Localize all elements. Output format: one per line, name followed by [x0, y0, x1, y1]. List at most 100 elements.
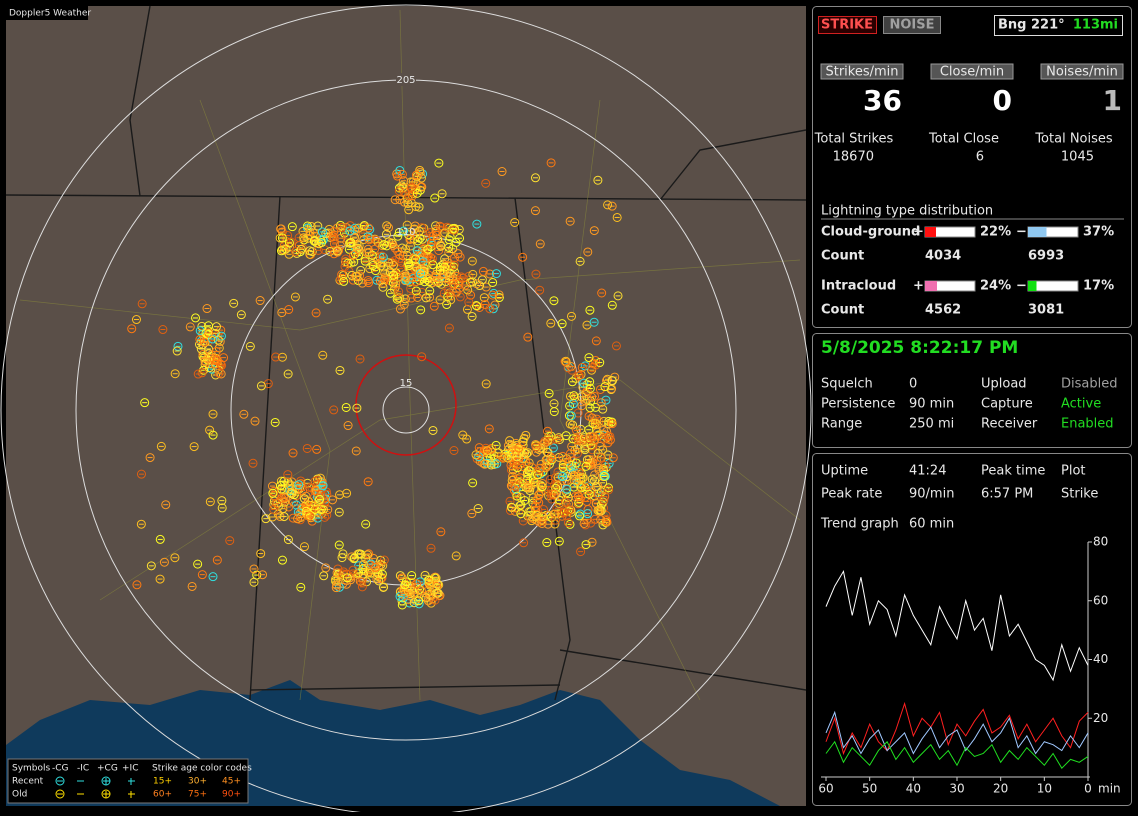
strike-symbol	[191, 313, 201, 323]
strike-symbol	[378, 582, 388, 592]
strike-symbol	[407, 571, 417, 581]
strike-symbol	[538, 512, 548, 522]
strike-symbol	[491, 269, 501, 279]
strike-symbol	[444, 235, 454, 245]
strike-symbol	[399, 300, 409, 310]
strike-symbol	[480, 459, 490, 469]
strike-symbol	[419, 266, 429, 276]
strike-symbol	[309, 236, 319, 246]
y-tick-label: 40	[1093, 652, 1108, 666]
strike-symbol	[589, 432, 599, 442]
datetime: 5/8/2025 8:22:17 PM	[821, 338, 1018, 358]
strike-symbol	[586, 518, 596, 528]
legend-col: +CG	[97, 764, 118, 774]
strike-symbol	[323, 294, 333, 304]
strike-symbol	[551, 515, 561, 525]
stat: Plot	[1061, 464, 1086, 479]
panel	[812, 6, 1132, 328]
strike-symbol	[425, 292, 435, 302]
strike-symbol	[332, 246, 342, 256]
strike-symbol	[531, 442, 541, 452]
strike-symbol	[582, 455, 592, 465]
strike-symbol	[574, 473, 584, 483]
strike-symbol	[217, 503, 227, 513]
strike-symbol	[136, 469, 146, 479]
strike-symbol	[607, 419, 617, 429]
strike-symbol	[345, 238, 355, 248]
strike-symbol	[596, 515, 606, 525]
strike-button[interactable]	[818, 16, 877, 34]
strike-symbol	[601, 395, 611, 405]
strike-symbol	[414, 202, 424, 212]
strike-symbol	[291, 491, 301, 501]
strike-symbol	[371, 266, 381, 276]
distance: 113mi	[1073, 18, 1118, 33]
legend-col: -CG	[52, 764, 69, 774]
strike-symbol	[413, 236, 423, 246]
strike-symbol	[421, 293, 431, 303]
count-label: Count	[821, 303, 864, 318]
strike-symbol	[390, 195, 400, 205]
strike-symbol	[548, 443, 558, 453]
strike-symbol	[263, 379, 273, 389]
panel	[812, 333, 1132, 448]
strike-symbol	[524, 466, 534, 476]
strike-symbol	[378, 252, 388, 262]
stat: Peak rate	[821, 487, 882, 502]
strike-symbol	[552, 503, 562, 513]
strike-symbol	[454, 283, 464, 293]
strike-symbol	[357, 582, 367, 592]
strike-symbol	[448, 224, 458, 234]
strike-symbol	[516, 509, 526, 519]
sign: +	[913, 279, 924, 294]
strike-symbol	[212, 555, 222, 565]
strike-symbol	[550, 509, 560, 519]
strike-symbol	[377, 569, 387, 579]
strike-symbol	[236, 310, 246, 320]
percent-bar	[1028, 227, 1047, 237]
strike-symbol	[435, 295, 445, 305]
strike-symbol	[250, 416, 260, 426]
strike-symbol	[585, 403, 595, 413]
strike-symbol	[277, 352, 287, 362]
strike-symbol	[127, 324, 137, 334]
strike-symbol	[217, 496, 227, 506]
strike-symbol	[268, 488, 278, 498]
strike-symbol	[358, 564, 368, 574]
strike-symbol	[199, 353, 209, 363]
strike-symbol	[434, 158, 444, 168]
strike-symbol	[398, 251, 408, 261]
strike-symbol	[373, 568, 383, 578]
strike-symbol	[596, 398, 606, 408]
rate-label: Noises/min	[1046, 65, 1118, 80]
x-tick-label: 60	[818, 782, 833, 796]
strike-symbol	[199, 337, 209, 347]
x-tick-label: 0	[1084, 782, 1092, 796]
strike-symbol	[318, 481, 328, 491]
strike-symbol	[546, 452, 556, 462]
strike-symbol	[544, 388, 554, 398]
strike-symbol	[409, 253, 419, 263]
noise-button[interactable]	[883, 16, 941, 34]
strike-symbol	[446, 295, 456, 305]
strike-symbol	[363, 477, 373, 487]
strike-symbol	[391, 282, 401, 292]
strike-symbol	[467, 311, 477, 321]
rate-label-box	[1040, 63, 1124, 80]
strike-symbol	[511, 446, 521, 456]
strike-symbol	[352, 403, 362, 413]
strike-symbol	[416, 586, 426, 596]
strike-symbol	[565, 391, 575, 401]
bearing-box	[994, 15, 1123, 36]
strike-symbol	[412, 579, 422, 589]
strike-symbol	[475, 281, 485, 291]
setting: 250 mi	[909, 417, 954, 432]
strike-symbol	[304, 511, 314, 521]
strike-symbol	[314, 239, 324, 249]
strike-symbol	[579, 433, 589, 443]
strike-symbol	[533, 470, 543, 480]
strike-symbol	[584, 434, 594, 444]
strike-symbol	[562, 484, 572, 494]
strike-symbol	[329, 249, 339, 259]
strike-symbol	[208, 409, 218, 419]
